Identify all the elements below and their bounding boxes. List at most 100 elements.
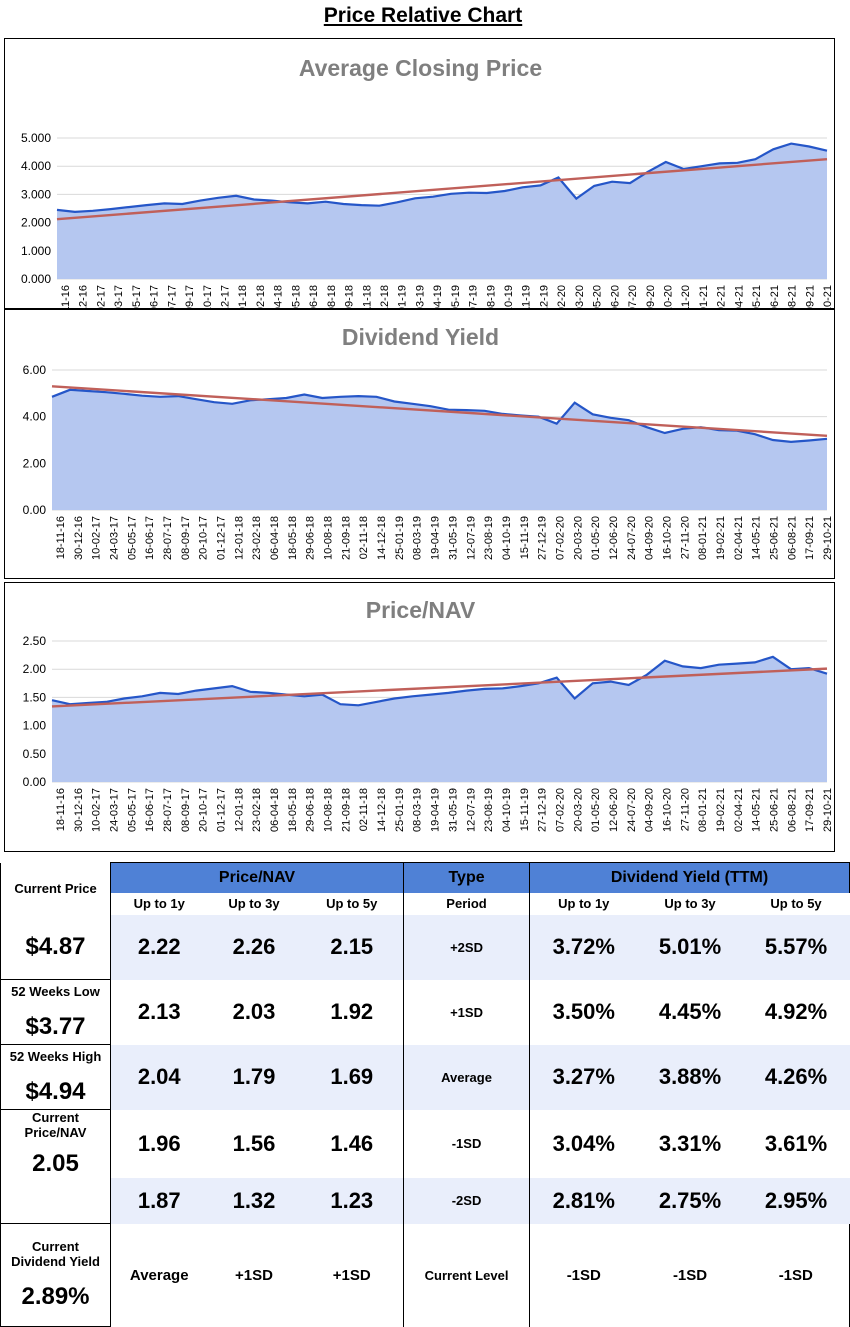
x-tick-label: 10-08-18 [323,516,335,560]
x-tick-label: 12-07-19 [465,516,477,560]
area-fill [57,143,827,279]
x-tick-label: 05-05-17 [131,285,143,310]
x-tick-label: 04-10-19 [501,788,513,832]
x-tick-label: 24-07-20 [627,285,639,310]
current-dividend-yield-value: 2.89% [21,1283,90,1310]
x-tick-label: 19-04-19 [430,788,442,832]
pnav-cell: 1.92 [300,979,405,1045]
x-tick-label: 04-09-20 [644,788,656,832]
dy-stat-cell: Current Dividend Yield 2.89% [0,1223,111,1327]
52-weeks-high-value: $4.94 [25,1077,86,1105]
x-tick-label: 04-10-19 [501,516,513,560]
dy-cell: 2.75% [637,1178,743,1224]
type-cell: +2SD [403,914,531,980]
x-tick-label: 15-11-19 [519,788,531,831]
x-tick-label: 12-06-20 [608,516,620,560]
x-tick-label: 24-07-20 [626,516,638,560]
pnav-cell: 2.26 [207,914,301,980]
x-tick-label: 18-05-18 [287,516,299,560]
x-tick-label: 06-08-21 [787,285,799,310]
x-tick-label: 25-06-21 [769,516,781,560]
x-tick-label: 14-12-18 [376,516,388,560]
pnav-cell: 1.87 [110,1178,208,1224]
area-fill [52,656,827,782]
x-tick-label: 08-01-21 [698,285,710,310]
x-tick-label: 12-01-18 [237,285,249,310]
x-tick-label: 18-05-18 [290,285,302,310]
x-tick-label: 18-11-16 [60,285,72,310]
type-cell: +1SD [403,979,531,1045]
x-tick-label: 31-05-19 [447,788,459,832]
x-tick-label: 12-01-18 [233,788,245,832]
y-tick-label: 2.50 [23,634,47,648]
x-tick-label: 25-06-21 [769,788,781,832]
x-tick-label: 14-05-21 [751,788,763,832]
x-tick-label: 10-02-17 [95,285,107,310]
type-header: Type [403,862,531,893]
x-tick-label: 27-12-19 [539,285,551,310]
x-tick-label: 21-09-18 [340,788,352,832]
dy-sub-1y: Up to 1y [558,896,610,911]
low-stat-cell: 52 Weeks Low $3.77 [0,979,111,1045]
x-tick-label: 07-02-20 [556,285,568,310]
x-tick-label: 08-01-21 [697,788,709,832]
x-tick-label: 19-04-19 [430,516,442,560]
y-tick-label: 1.50 [23,690,47,704]
x-tick-label: 04-09-20 [644,516,656,560]
x-tick-label: 06-04-18 [273,285,285,310]
x-tick-label: 14-05-21 [751,516,763,560]
x-tick-label: 29-06-18 [305,788,317,832]
x-tick-label: 29-06-18 [308,285,320,310]
current-price-label: Current Price [0,862,111,915]
pnav-cell: 1.96 [137,1130,181,1156]
x-tick-label: 01-05-20 [590,516,602,560]
x-tick-label: 07-02-20 [554,788,566,832]
pnav-sub-3y: Up to 3y [228,896,280,911]
x-tick-label: 19-04-19 [432,285,444,310]
type-cell: -1SD [403,1109,531,1178]
spacer-cell [0,1178,111,1223]
x-tick-label: 31-05-19 [450,285,462,310]
pnav-cell: 1.32 [207,1178,301,1224]
x-tick-label: 16-10-20 [663,285,675,310]
x-tick-label: 12-06-20 [608,788,620,832]
pnav-sub-1y: Up to 1y [133,896,185,911]
x-tick-label: 16-06-17 [144,516,156,560]
x-tick-label: 04-09-20 [645,285,657,310]
dy-cell: 3.04% [552,1130,615,1156]
x-tick-label: 19-02-21 [715,516,727,560]
x-tick-label: 29-10-21 [822,285,834,310]
dy-cell: 2.81% [529,1178,638,1224]
x-tick-label: 16-06-17 [144,788,156,832]
x-tick-label: 23-08-19 [483,516,495,560]
x-tick-label: 24-03-17 [109,788,121,832]
x-tick-label: 20-10-17 [198,516,210,560]
x-tick-label: 08-09-17 [184,285,196,310]
x-tick-label: 18-11-16 [55,788,67,831]
x-tick-label: 28-07-17 [162,788,174,832]
trend-line [51,385,828,437]
trend-line [51,667,828,708]
x-tick-label: 08-03-19 [412,516,424,560]
x-tick-label: 14-12-18 [376,788,388,832]
period-label: Period [403,892,531,915]
price-nav-header: Price/NAV [110,862,405,893]
dy-cell: 4.92% [764,999,828,1024]
pnav-cell: 1.46 [300,1109,405,1178]
x-tick-label: 25-01-19 [397,285,409,310]
x-tick-label: 10-02-17 [91,788,103,832]
x-tick-label: 12-07-19 [468,285,480,310]
x-tick-label: 16-10-20 [662,516,674,560]
y-tick-label: 3.000 [21,187,51,201]
x-tick-label: 12-01-18 [233,516,245,560]
x-tick-label: 08-01-21 [697,516,709,560]
stats-table: Current Price Price/NAV Type Dividend Yi… [0,862,850,1327]
x-tick-label: 07-02-20 [554,516,566,560]
chart-title: Average Closing Price [299,55,542,81]
dy-cell: 2.95% [742,1178,850,1224]
pnav-cell: 2.15 [300,914,405,980]
x-tick-label: 06-08-21 [786,788,798,832]
x-tick-label: 27-12-19 [537,516,549,560]
series-line [56,142,828,214]
x-tick-label: 02-04-21 [733,285,745,310]
